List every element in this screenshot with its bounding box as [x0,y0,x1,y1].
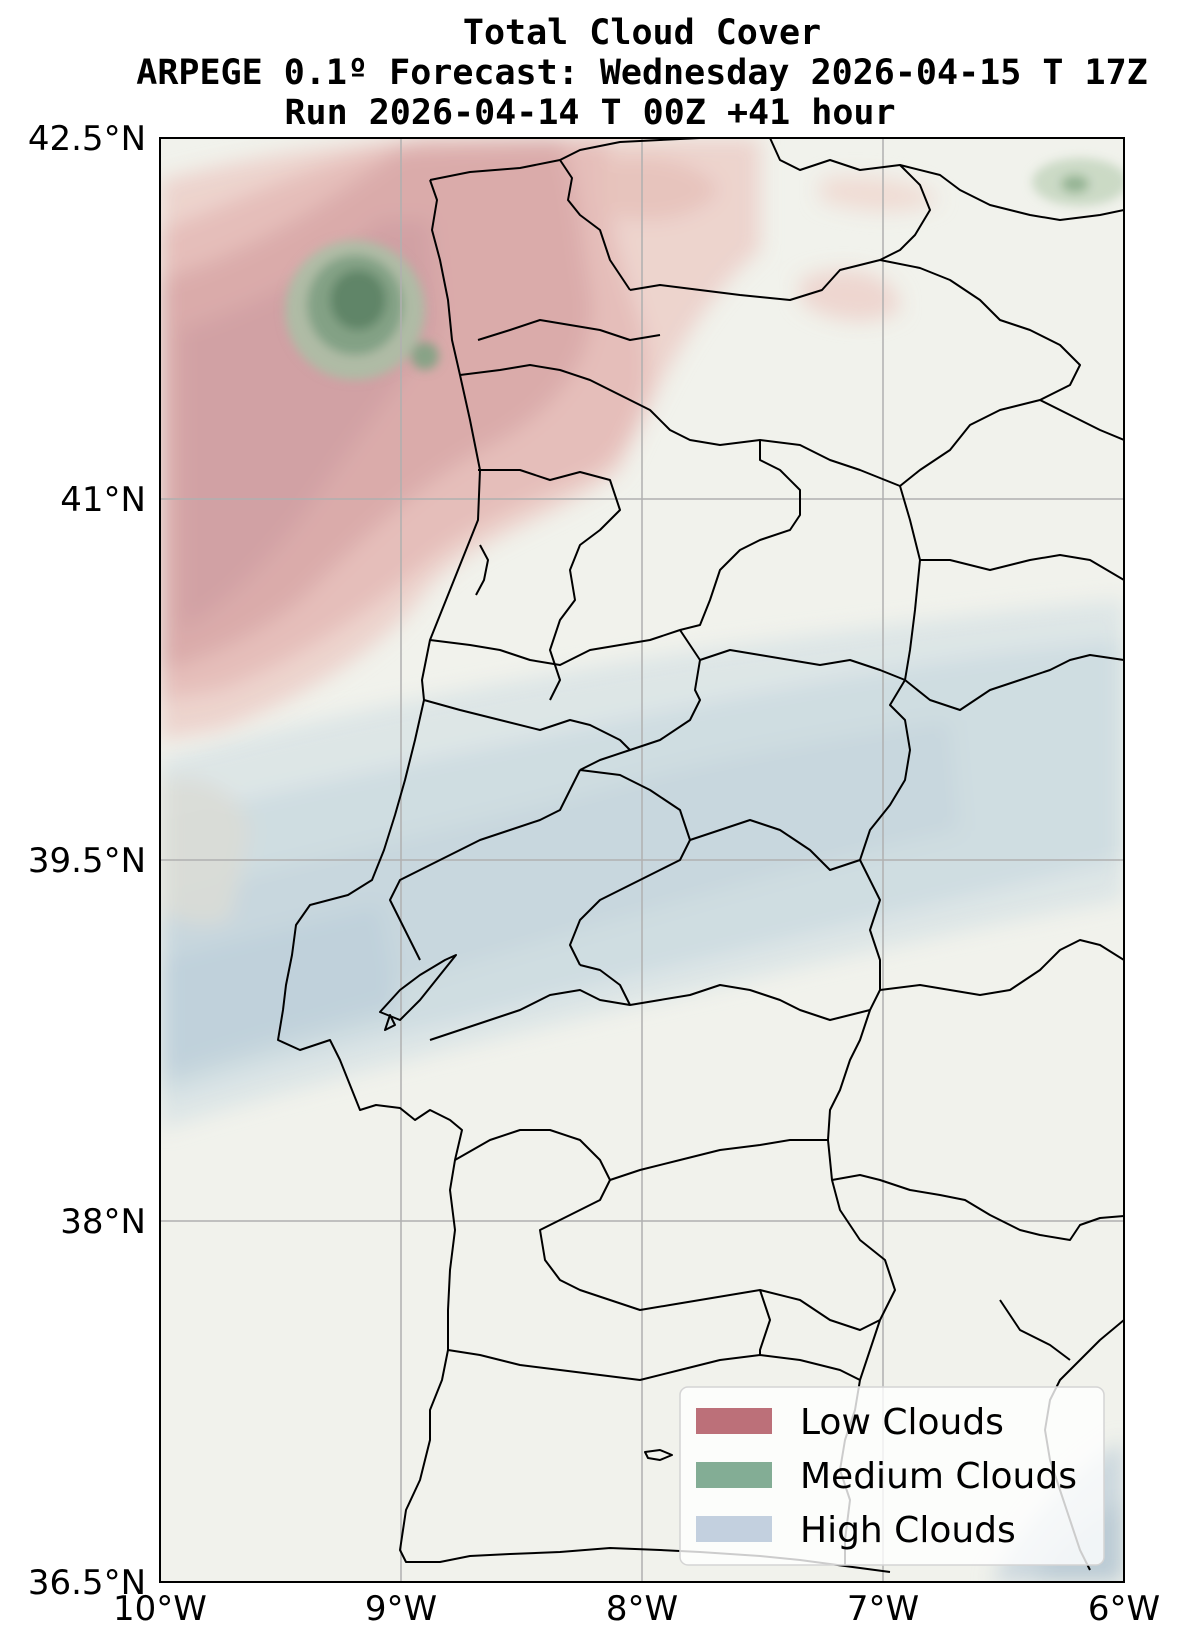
figure-title: Total Cloud Cover [463,13,821,53]
legend-swatch-high-clouds [696,1516,772,1542]
legend-swatch-low-clouds [696,1408,772,1434]
legend: Low Clouds Medium Clouds High Clouds [679,1386,1105,1566]
coastline-and-borders [277,138,1124,1573]
legend-box [679,1386,1105,1566]
legend-label-high-clouds: High Clouds [800,1510,1016,1551]
graticule [160,138,1124,1582]
y-tick-label: 38°N [60,1202,146,1242]
x-axis-tick-labels: 10°W 9°W 8°W 7°W 6°W [113,1589,1160,1629]
legend-label-medium-clouds: Medium Clouds [800,1456,1077,1497]
y-tick-label: 36.5°N [28,1563,146,1603]
y-axis-tick-labels: 42.5°N 41°N 39.5°N 38°N 36.5°N [28,119,146,1603]
x-tick-label: 9°W [365,1589,437,1629]
forecast-subtitle: ARPEGE 0.1º Forecast: Wednesday 2026-04-… [136,53,1147,93]
y-tick-label: 41°N [60,480,146,520]
map-panel[interactable]: Low Clouds Medium Clouds High Clouds [160,138,1128,1582]
y-tick-label: 39.5°N [28,841,146,881]
y-tick-label: 42.5°N [28,119,146,159]
run-subtitle: Run 2026-04-14 T 00Z +41 hour [284,93,895,133]
x-tick-label: 7°W [847,1589,919,1629]
map-frame [159,137,1125,1583]
medium-cloud-layer [285,158,1124,380]
legend-swatch-medium-clouds [696,1462,772,1488]
x-tick-label: 6°W [1088,1589,1160,1629]
legend-label-low-clouds: Low Clouds [800,1402,1004,1443]
x-tick-label: 10°W [113,1589,207,1629]
x-tick-label: 8°W [606,1589,678,1629]
